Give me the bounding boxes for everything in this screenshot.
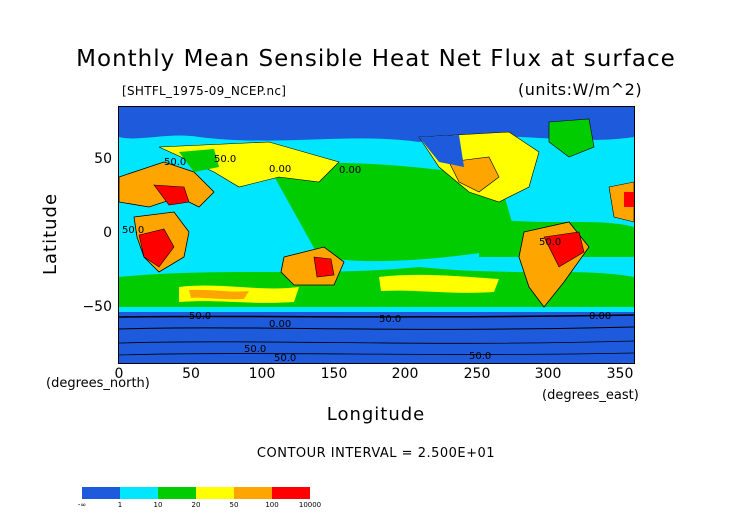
- africa-hot-red: [138, 228, 175, 268]
- contour-label: 50.0: [274, 353, 296, 363]
- contour-label: 50.0: [244, 344, 266, 355]
- antarctic-blue-region: [119, 312, 634, 363]
- colorbar-swatch: [196, 487, 234, 499]
- contour-label: 0.00: [269, 164, 291, 175]
- file-name-label: [SHTFL_1975-09_NCEP.nc]: [122, 84, 287, 98]
- heat-flux-map: 50.0 50.0 0.00 50.0 0.00 50.0 50.0 0.00 …: [119, 107, 634, 363]
- longitude-unit-note: (degrees_east): [542, 388, 639, 403]
- x-tick-label: 250: [463, 366, 491, 382]
- south-america-hot-red: [543, 231, 585, 268]
- contour-label: 0.00: [589, 311, 611, 322]
- colorbar-label: 10000: [298, 501, 322, 509]
- contour-line: [119, 326, 634, 330]
- colorbar-swatch: [272, 487, 310, 499]
- colorbar: -∞ 1 10 20 50 100 10000: [78, 487, 322, 509]
- x-tick-label: 0: [114, 366, 124, 382]
- contour-line: [119, 340, 634, 344]
- colorbar-label: 1: [117, 501, 123, 509]
- contour-label: 50.0: [379, 314, 401, 325]
- x-tick-label: 50: [182, 366, 200, 382]
- arabia-hot-red: [153, 184, 190, 206]
- asia-green: [179, 149, 219, 172]
- colorbar-label: 100: [265, 501, 279, 509]
- contour-label: 50.0: [469, 351, 491, 362]
- australia-hot-red: [313, 256, 335, 278]
- x-tick-label: 100: [248, 366, 276, 382]
- latitude-unit-note: (degrees_north): [46, 376, 150, 391]
- southern-orange-patch: [189, 289, 249, 300]
- x-tick-label: 350: [606, 366, 634, 382]
- colorbar-swatch: [82, 487, 120, 499]
- contour-label: 50.0: [539, 237, 561, 248]
- colorbar-label: 20: [191, 501, 201, 509]
- x-axis-title: Longitude: [326, 404, 426, 425]
- contour-line: [119, 352, 634, 356]
- x-tick-label: 150: [320, 366, 348, 382]
- contour-label: 50.0: [164, 157, 186, 168]
- map-plot-area: 50.0 50.0 0.00 50.0 0.00 50.0 50.0 0.00 …: [118, 106, 635, 364]
- contour-label: 50.0: [214, 154, 236, 165]
- contour-line: [119, 314, 634, 318]
- contour-label: 50.0: [122, 225, 144, 236]
- colorbar-label: 10: [153, 501, 163, 509]
- colorbar-swatch: [120, 487, 158, 499]
- x-tick-label: 200: [391, 366, 419, 382]
- y-tick-label: 0: [103, 225, 112, 241]
- land-region-orange: [119, 161, 215, 208]
- y-tick-label: −50: [82, 299, 112, 315]
- colorbar-label: 50: [229, 501, 239, 509]
- contour-label: 50.0: [189, 311, 211, 322]
- y-tick-label: 50: [94, 151, 112, 167]
- colorbar-swatches: [82, 487, 310, 499]
- colorbar-label: -∞: [77, 501, 87, 509]
- contour-label: 0.00: [269, 319, 291, 330]
- contour-label: 0.00: [339, 165, 361, 176]
- ocean-green-band: [269, 162, 519, 262]
- contour-interval-label: CONTOUR INTERVAL = 2.500E+01: [256, 446, 496, 461]
- southern-yellow-patch: [379, 274, 499, 293]
- y-axis-title: Latitude: [40, 192, 61, 276]
- x-tick-label: 300: [534, 366, 562, 382]
- units-label: (units:W/m^2): [518, 80, 643, 99]
- colorbar-swatch: [158, 487, 196, 499]
- colorbar-swatch: [234, 487, 272, 499]
- chart-title: Monthly Mean Sensible Heat Net Flux at s…: [76, 46, 676, 72]
- alaska-blue: [419, 135, 464, 167]
- greenland-green: [548, 118, 595, 158]
- right-edge-red: [624, 192, 634, 207]
